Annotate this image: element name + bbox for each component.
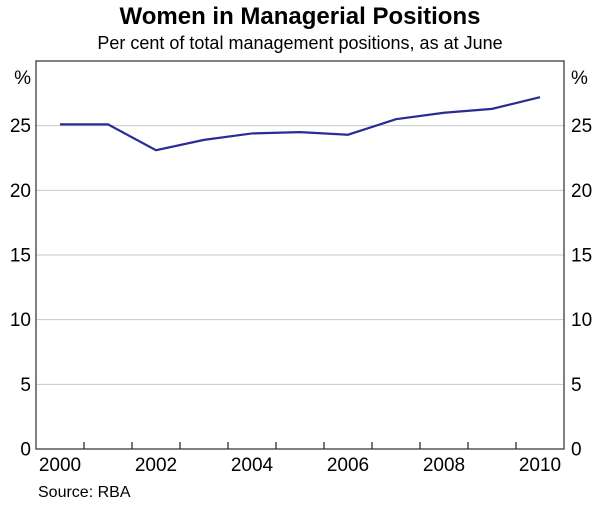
y-tick-label-right: 10: [571, 310, 592, 331]
y-tick-label-left: 25: [10, 116, 31, 137]
y-tick-label-left: 20: [10, 181, 31, 202]
x-tick-label: 2004: [231, 455, 274, 476]
source-note: Source: RBA: [38, 484, 131, 501]
y-tick-label-left: 15: [10, 246, 31, 267]
y-unit-label-left: %: [14, 68, 31, 89]
plot-frame: [35, 60, 565, 450]
x-tick-label: 2000: [39, 455, 81, 476]
data-line: [60, 96, 541, 152]
y-tick-label-right: 5: [571, 375, 582, 396]
x-tick-label: 2002: [135, 455, 177, 476]
x-tick-label: 2006: [327, 455, 369, 476]
y-tick-label-left: 5: [20, 375, 31, 396]
y-tick-label-right: 20: [571, 181, 592, 202]
y-unit-label-right: %: [571, 68, 588, 89]
y-tick-label-right: 0: [571, 440, 582, 461]
x-tick-label: 2008: [423, 455, 465, 476]
y-tick-label-right: 15: [571, 246, 592, 267]
chart-subtitle: Per cent of total management positions, …: [97, 33, 503, 53]
x-tick-label: 2010: [519, 455, 561, 476]
y-tick-label-left: 0: [20, 440, 31, 461]
chart-title: Women in Managerial Positions: [119, 3, 481, 30]
y-tick-label-right: 25: [571, 116, 592, 137]
y-tick-label-left: 10: [10, 310, 31, 331]
